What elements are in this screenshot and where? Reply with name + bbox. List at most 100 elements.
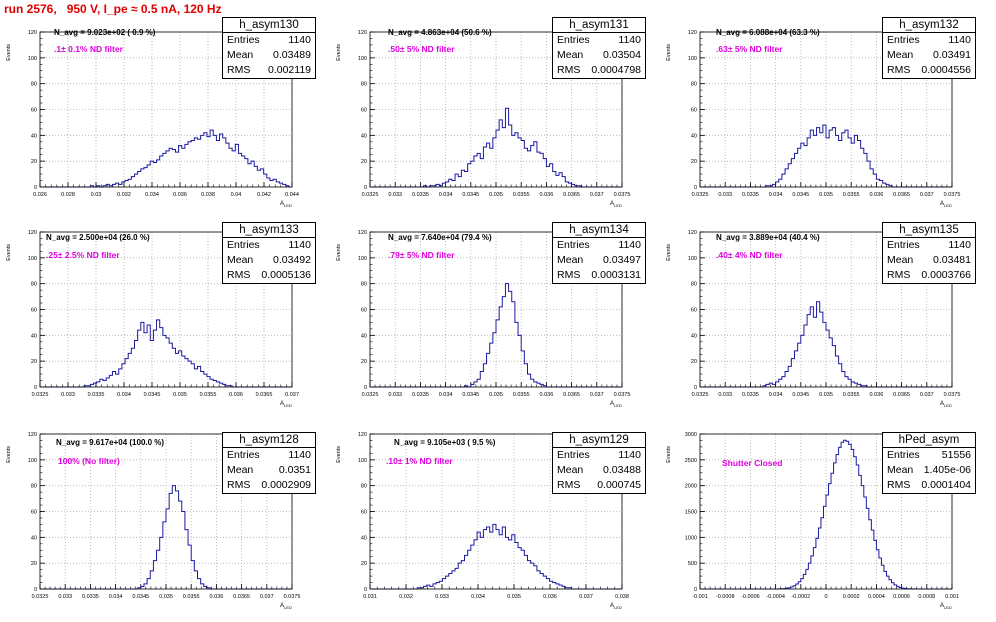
stats-box: hPed_asym Entries 51556 Mean 1.405e-06 RMS… — [882, 432, 976, 494]
y-axis-title: Events — [336, 244, 342, 261]
plot-frame — [369, 433, 623, 590]
histogram-plot-asym134: 0 20 40 60 80 100 120 0.0325 0.033 0.0335 0.034 0.0… — [336, 230, 631, 408]
y-tick-label: 0 — [694, 385, 697, 391]
x-tick-label: -0.0002 — [791, 594, 810, 600]
y-tick-label: 3000 — [685, 432, 697, 438]
rms-value: 0.002119 — [267, 64, 311, 76]
filter-label: 100% (No filter) — [58, 456, 120, 466]
y-tick-label: 60 — [361, 510, 367, 516]
filter-label: .79± 5% ND filter — [388, 250, 455, 260]
plot-frame — [369, 31, 623, 188]
n-avg-label: N_avg = 6.088e+04 (63.3 %) — [716, 28, 820, 37]
x-tick-label: 0.035 — [159, 594, 173, 600]
x-tick-label: 0.0325 — [362, 192, 379, 198]
x-tick-label: 0.034 — [109, 594, 123, 600]
histogram-name: h_asym131 — [553, 18, 645, 33]
x-tick-label: 0.033 — [58, 594, 72, 600]
histogram-plot-asym129: 0 20 40 60 80 100 120 0.031 0.032 0.033 0.034 0.035… — [336, 432, 629, 610]
x-tick-label: 0.0375 — [614, 192, 631, 198]
x-tick-label: 0.0345 — [132, 594, 149, 600]
histogram-plot-asym131: 0 20 40 60 80 100 120 0.0325 0.033 0.0335 0.034 0.0… — [336, 30, 631, 208]
x-tick-label: -0.0004 — [766, 594, 785, 600]
y-tick-label: 100 — [28, 458, 37, 464]
n-avg-label: N_avg = 2.500e+04 (26.0 %) — [46, 233, 150, 242]
stats-box: h_asym131 Entries 1140 Mean 0.03504 RMS 0.0… — [552, 17, 646, 79]
x-tick-label: 0.0365 — [563, 192, 580, 198]
y-tick-label: 100 — [358, 56, 367, 62]
n-avg-label: N_avg = 7.640e+04 (79.4 %) — [388, 233, 492, 242]
x-axis-title: ALED — [610, 603, 622, 610]
y-tick-label: 60 — [361, 108, 367, 114]
rms-value: 0.0004798 — [591, 64, 641, 76]
entries-value: 1140 — [948, 34, 971, 46]
rms-label: RMS — [227, 479, 251, 491]
entries-value: 1140 — [288, 34, 311, 46]
x-tick-label: 0.0006 — [893, 594, 910, 600]
y-axis-title: Events — [6, 44, 12, 61]
y-tick-label: 1000 — [685, 535, 697, 541]
x-tick-label: 0.0002 — [843, 594, 860, 600]
entries-label: Entries — [557, 449, 590, 461]
x-axis-title: ALED — [610, 401, 622, 408]
histogram-panel-asym133: 0 20 40 60 80 100 120 0.0325 0.033 0.0335 0.034 0.0… — [0, 212, 330, 417]
x-tick-label: 0.0335 — [742, 192, 759, 198]
x-tick-label: 0.038 — [615, 594, 629, 600]
y-tick-label: 100 — [688, 256, 697, 262]
x-tick-label: 0.028 — [61, 192, 75, 198]
entries-value: 1140 — [948, 239, 971, 251]
mean-label: Mean — [887, 49, 914, 61]
x-tick-label: 0 — [824, 594, 827, 600]
x-axis-subscript: LED — [284, 403, 292, 408]
y-tick-label: 60 — [31, 308, 37, 314]
y-tick-label: 80 — [361, 282, 367, 288]
y-tick-label: 40 — [361, 333, 367, 339]
y-tick-label: 100 — [688, 56, 697, 62]
rms-label: RMS — [227, 64, 251, 76]
x-tick-label: 0.0345 — [144, 392, 161, 398]
x-tick-label: 0.033 — [718, 192, 732, 198]
x-tick-label: 0.037 — [590, 392, 604, 398]
mean-value: 0.03488 — [603, 464, 641, 476]
x-tick-label: 0.032 — [117, 192, 131, 198]
x-axis-subscript: LED — [614, 605, 622, 610]
x-axis-title: ALED — [280, 603, 292, 610]
rms-value: 0.0003131 — [591, 269, 641, 281]
x-tick-label: 0.0345 — [792, 192, 809, 198]
x-tick-label: 0.034 — [439, 192, 453, 198]
entries-value: 1140 — [618, 449, 641, 461]
plot-frame — [39, 433, 293, 590]
plot-frame — [699, 231, 953, 388]
stats-box: h_asym133 Entries 1140 Mean 0.03492 RMS 0.0… — [222, 222, 316, 284]
x-tick-label: 0.0335 — [412, 192, 429, 198]
rms-label: RMS — [557, 64, 581, 76]
x-tick-label: 0.034 — [117, 392, 131, 398]
mean-value: 0.03489 — [273, 49, 311, 61]
n-avg-label: N_avg = 9.617e+04 (100.0 %) — [56, 438, 165, 447]
stats-box: h_asym130 Entries 1140 Mean 0.03489 RMS 0.0… — [222, 17, 316, 79]
x-tick-label: 0.0325 — [32, 392, 49, 398]
histogram-name: h_asym132 — [883, 18, 975, 33]
histogram-panel-asym129: 0 20 40 60 80 100 120 0.031 0.032 0.033 0.034 0.035… — [330, 414, 660, 619]
y-tick-label: 20 — [31, 359, 37, 365]
y-axis-title: Events — [6, 446, 12, 463]
y-tick-label: 80 — [31, 82, 37, 88]
plot-frame — [369, 231, 623, 388]
entries-label: Entries — [557, 239, 590, 251]
y-tick-label: 60 — [31, 108, 37, 114]
stats-box: h_asym134 Entries 1140 Mean 0.03497 RMS 0.0… — [552, 222, 646, 284]
mean-label: Mean — [557, 254, 584, 266]
x-tick-label: -0.0008 — [716, 594, 735, 600]
plot-frame — [39, 31, 293, 188]
histogram-line — [370, 107, 622, 188]
y-tick-label: 0 — [34, 185, 37, 191]
x-axis-title: ALED — [940, 603, 952, 610]
n-avg-label: N_avg = 4.863e+04 (50.6 %) — [388, 28, 492, 37]
x-tick-label: 0.034 — [145, 192, 159, 198]
y-tick-label: 60 — [31, 510, 37, 516]
y-tick-label: 0 — [364, 587, 367, 593]
x-tick-label: 0.035 — [819, 192, 833, 198]
y-axis-title: Events — [666, 244, 672, 261]
entries-value: 1140 — [618, 34, 641, 46]
x-tick-label: 0.0355 — [513, 392, 530, 398]
x-tick-label: 0.0375 — [614, 392, 631, 398]
